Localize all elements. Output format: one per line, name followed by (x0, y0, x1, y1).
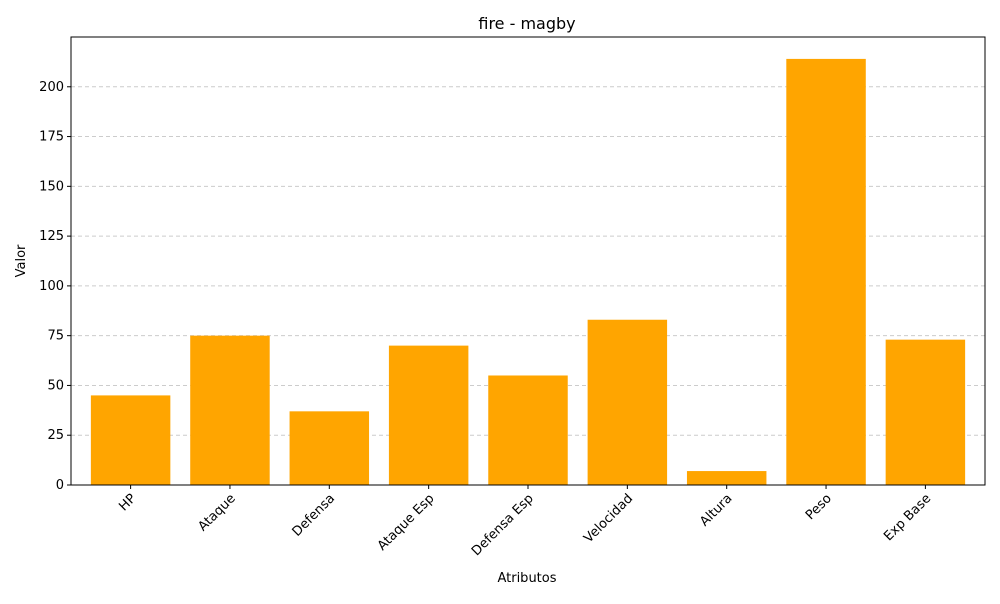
x-tick-label: Ataque Esp (375, 491, 438, 554)
x-tick-label: Ataque (195, 491, 238, 534)
chart-title: fire - magby (478, 14, 575, 33)
bars (90, 58, 966, 485)
x-tick-label: Altura (697, 491, 735, 529)
x-tick-label: HP (116, 491, 139, 514)
y-tick-label: 0 (56, 478, 64, 493)
x-tick-label: Peso (803, 491, 835, 523)
bar-defensa (289, 411, 370, 485)
bar-velocidad (587, 319, 668, 485)
y-tick-label: 25 (47, 428, 64, 443)
y-tick-label: 175 (39, 130, 64, 145)
y-axis-ticks: 0 25 50 75 100 125 150 175 200 (39, 80, 71, 493)
x-tick-label: Velocidad (581, 491, 636, 546)
y-axis-label: Valor (14, 244, 29, 277)
x-axis-ticks: HP Ataque Defensa Ataque Esp Defensa Esp Velo… (116, 485, 934, 559)
x-axis-label: Atributos (497, 571, 556, 586)
bar-altura (686, 471, 767, 485)
y-tick-label: 50 (47, 378, 64, 393)
y-tick-label: 125 (39, 229, 64, 244)
y-tick-label: 200 (39, 80, 64, 95)
y-tick-label: 100 (39, 279, 64, 294)
x-tick-label: Defensa Esp (469, 491, 537, 559)
y-tick-label: 150 (39, 179, 64, 194)
y-tick-label: 75 (47, 329, 64, 344)
bar-exp-base (885, 339, 966, 485)
bar-ataque-esp (388, 345, 469, 485)
bar-ataque (190, 335, 270, 485)
bar-hp (90, 395, 171, 485)
x-tick-label: Defensa (290, 491, 338, 539)
bar-defensa-esp (488, 375, 568, 485)
x-tick-label: Exp Base (881, 491, 934, 544)
bar-peso (786, 58, 866, 485)
